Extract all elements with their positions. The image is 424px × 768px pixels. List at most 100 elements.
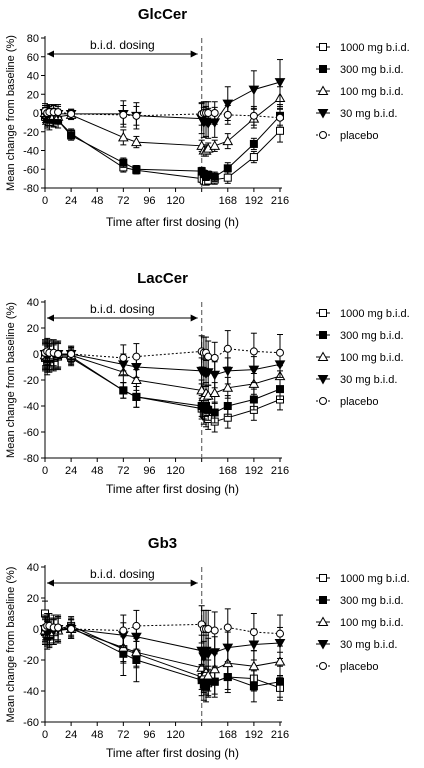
- x-tick-label: 96: [143, 465, 155, 477]
- x-tick-label: 48: [91, 195, 103, 207]
- y-tick-label: -40: [23, 401, 39, 413]
- legend-marker: [319, 43, 327, 51]
- x-tick-label: 72: [117, 729, 129, 741]
- legend-item: 1000 mg b.i.d.: [316, 573, 410, 585]
- y-tick-label: -60: [23, 427, 39, 439]
- legend-label: 30 mg b.i.d.: [340, 108, 397, 120]
- legend-label: 100 mg b.i.d.: [340, 86, 404, 98]
- data-point: [210, 109, 219, 117]
- data-point: [249, 628, 258, 637]
- x-tick-label: 48: [91, 465, 103, 477]
- data-point: [249, 139, 258, 148]
- data-point: [132, 621, 141, 630]
- y-tick-label: 40: [27, 71, 39, 83]
- x-tick-label: 216: [271, 465, 289, 477]
- legend-item: 100 mg b.i.d.: [316, 85, 404, 98]
- data-point: [223, 164, 232, 173]
- dosing-arrowhead-left: [47, 579, 54, 587]
- data-point: [132, 352, 141, 361]
- legend-marker: [317, 616, 329, 626]
- legend-marker: [319, 131, 327, 139]
- y-tick-label: 80: [27, 33, 39, 45]
- legend-label: 1000 mg b.i.d.: [340, 308, 410, 320]
- legend-label: 300 mg b.i.d.: [340, 330, 404, 342]
- data-point: [132, 392, 141, 401]
- data-point: [210, 626, 219, 635]
- legend-marker: [319, 596, 327, 604]
- y-tick-label: 60: [27, 52, 39, 64]
- data-point: [248, 378, 260, 388]
- x-tick-label: 24: [65, 465, 77, 477]
- x-tick-label: 192: [245, 729, 263, 741]
- y-tick-label: -40: [23, 146, 39, 158]
- legend-item: 1000 mg b.i.d.: [316, 308, 410, 320]
- data-point: [131, 646, 142, 657]
- chart-title: LacCer: [137, 270, 188, 287]
- y-tick-label: 40: [27, 297, 39, 309]
- series-5: [41, 330, 284, 374]
- legend-marker: [319, 309, 327, 317]
- x-tick-label: 24: [65, 195, 77, 207]
- legend-item: 30 mg b.i.d.: [316, 374, 397, 386]
- data-point: [249, 682, 258, 691]
- legend-item: placebo: [316, 661, 379, 673]
- data-point: [131, 374, 142, 384]
- series-5: [41, 101, 284, 128]
- legend-item: 1000 mg b.i.d.: [316, 42, 410, 54]
- y-tick-label: 0: [33, 624, 39, 636]
- series-line: [44, 110, 281, 119]
- y-axis-label: Mean change from baseline (%): [5, 567, 17, 723]
- x-tick-label: 192: [245, 465, 263, 477]
- x-tick-label: 0: [42, 195, 48, 207]
- data-point: [132, 165, 141, 174]
- legend-item: 30 mg b.i.d.: [316, 639, 397, 651]
- x-axis-label: Time after first dosing (h): [106, 215, 239, 229]
- y-tick-label: -40: [23, 686, 39, 698]
- y-tick-label: -20: [23, 127, 39, 139]
- data-point: [209, 140, 221, 150]
- legend-label: 30 mg b.i.d.: [340, 639, 397, 651]
- data-point: [67, 131, 76, 140]
- data-point: [210, 172, 219, 181]
- data-point: [131, 136, 142, 147]
- y-axis-label: Mean change from baseline (%): [5, 35, 17, 191]
- data-point: [276, 629, 284, 638]
- data-point: [204, 625, 213, 633]
- data-point: [276, 126, 284, 135]
- x-tick-label: 120: [166, 465, 184, 477]
- data-point: [210, 353, 219, 362]
- data-point: [222, 99, 234, 110]
- x-axis-label: Time after first dosing (h): [106, 482, 239, 496]
- data-point: [54, 350, 63, 358]
- legend-marker: [317, 375, 329, 385]
- series-line: [44, 623, 281, 635]
- data-point: [276, 113, 284, 122]
- series-4: [39, 616, 286, 673]
- data-point: [204, 170, 213, 179]
- legend-item: 30 mg b.i.d.: [316, 108, 397, 120]
- x-tick-label: 72: [117, 195, 129, 207]
- y-tick-label: -60: [23, 164, 39, 176]
- series-line: [44, 114, 281, 178]
- data-point: [119, 353, 128, 362]
- dosing-arrowhead-right: [190, 314, 198, 322]
- dosing-arrowhead-left: [47, 314, 54, 322]
- y-tick-label: 20: [27, 323, 39, 335]
- series-4: [39, 59, 286, 139]
- dosing-annotation: b.i.d. dosing: [90, 567, 155, 581]
- data-point: [223, 344, 232, 353]
- series-2: [41, 617, 284, 703]
- legend-item: 300 mg b.i.d.: [316, 595, 404, 607]
- legend: 1000 mg b.i.d. 300 mg b.i.d. 100 mg b.i.d.…: [316, 573, 410, 673]
- legend-item: 100 mg b.i.d.: [316, 616, 404, 629]
- data-point: [67, 350, 76, 358]
- data-point: [119, 386, 128, 395]
- x-tick-label: 168: [219, 465, 237, 477]
- legend-marker: [319, 331, 327, 339]
- series-1: [41, 108, 284, 186]
- dosing-annotation: b.i.d. dosing: [90, 302, 155, 316]
- y-tick-label: 40: [27, 562, 39, 574]
- legend-marker: [319, 662, 327, 670]
- y-tick-label: 0: [33, 349, 39, 361]
